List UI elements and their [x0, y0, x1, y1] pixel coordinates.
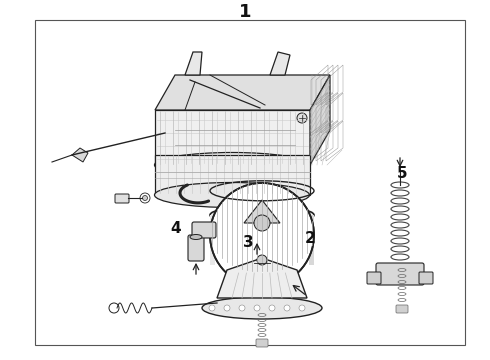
Polygon shape: [310, 75, 330, 165]
Text: 4: 4: [171, 220, 181, 235]
Polygon shape: [155, 75, 330, 110]
FancyBboxPatch shape: [419, 272, 433, 284]
Circle shape: [143, 195, 147, 201]
Polygon shape: [155, 110, 310, 165]
Circle shape: [109, 303, 119, 313]
FancyBboxPatch shape: [367, 272, 381, 284]
FancyBboxPatch shape: [376, 263, 424, 285]
Circle shape: [209, 305, 215, 311]
Text: 1: 1: [239, 3, 251, 21]
Circle shape: [210, 183, 314, 287]
Polygon shape: [72, 148, 88, 162]
Circle shape: [297, 113, 307, 123]
Polygon shape: [270, 52, 290, 75]
Bar: [155, 155, 310, 195]
Polygon shape: [244, 200, 280, 223]
FancyBboxPatch shape: [115, 194, 129, 203]
FancyBboxPatch shape: [396, 305, 408, 313]
Text: 2: 2: [305, 230, 316, 246]
Circle shape: [140, 193, 150, 203]
Bar: [309, 215, 314, 265]
Bar: [210, 215, 215, 265]
Ellipse shape: [190, 234, 202, 239]
Ellipse shape: [154, 183, 310, 207]
Bar: [35, 20, 465, 345]
Ellipse shape: [202, 297, 322, 319]
Circle shape: [224, 305, 230, 311]
FancyBboxPatch shape: [188, 235, 204, 261]
Circle shape: [228, 198, 236, 206]
Circle shape: [254, 305, 260, 311]
Text: 5: 5: [397, 166, 407, 180]
Text: 3: 3: [243, 234, 253, 249]
Polygon shape: [217, 258, 307, 298]
FancyBboxPatch shape: [192, 222, 216, 238]
Ellipse shape: [154, 153, 310, 177]
Circle shape: [239, 305, 245, 311]
Polygon shape: [185, 52, 202, 75]
Circle shape: [254, 215, 270, 231]
Circle shape: [257, 255, 267, 265]
Circle shape: [269, 305, 275, 311]
FancyBboxPatch shape: [256, 339, 268, 347]
Ellipse shape: [210, 206, 314, 224]
Circle shape: [299, 305, 305, 311]
Circle shape: [284, 305, 290, 311]
